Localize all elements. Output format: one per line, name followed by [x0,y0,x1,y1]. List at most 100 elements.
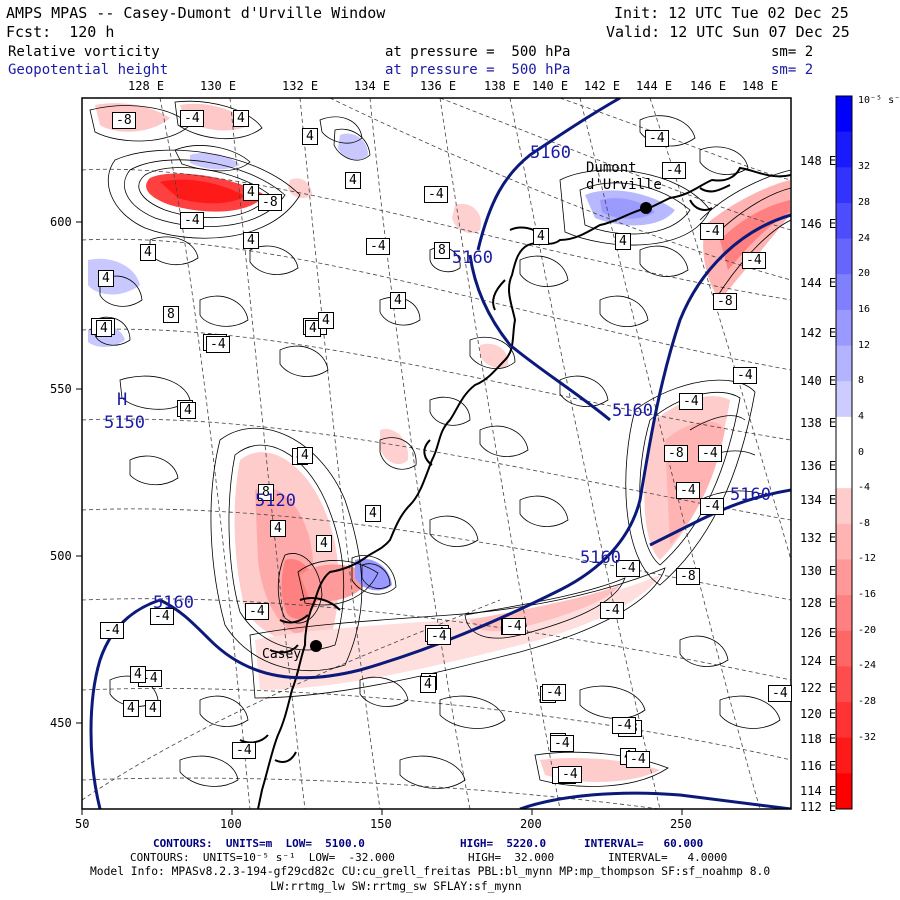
colorbar-label: 28 [858,196,871,208]
height-contours [89,98,791,809]
footer-height-contours: CONTOURS: UNITS=m LOW= 5100.0 [153,837,365,850]
vorticity-label: -4 [558,766,582,783]
field2-level: at pressure = 500 hPa [385,62,571,78]
colorbar-label: -24 [858,660,877,672]
colorbar-swatch [836,488,852,525]
height-contour-5220-south [519,791,791,809]
vorticity-label: 4 [345,172,361,189]
top-lon-label: 142 E [584,79,621,93]
colorbar-label: 20 [858,268,871,280]
right-lon-label: 116 E [800,759,837,773]
x-tick-label: 250 [670,817,692,831]
top-lon-label: 140 E [532,79,569,93]
vorticity-label: -4 [768,685,792,702]
right-lon-label: 138 E [800,416,837,430]
vorticity-label: -4 [366,238,390,255]
x-tick-label: 100 [220,817,242,831]
height-contour-label: 5160 [730,485,771,505]
colorbar-swatch [836,381,852,418]
x-tick-label: 150 [370,817,392,831]
height-contour-label: 5160 [153,593,194,613]
vorticity-label: -8 [258,194,282,211]
height-contour-label: 5160 [530,143,571,163]
graticule [82,98,791,809]
colorbar-swatch [836,737,852,774]
vorticity-label: -4 [206,336,230,353]
top-lon-label: 128 E [128,79,165,93]
vorticity-label: 4 [270,520,286,537]
x-axis-ticks [81,809,683,815]
colorbar-label: -12 [858,553,877,565]
colorbar-swatch [836,773,852,810]
colorbar-swatch [836,345,852,382]
top-lon-label: 146 E [690,79,727,93]
field1-name: Relative vorticity [8,44,160,60]
vorticity-label: -4 [700,498,724,515]
station-marker-dumont-durville [640,202,652,214]
vorticity-label: 8 [163,306,179,323]
colorbar-label: 24 [858,232,871,244]
height-contour-5160-center [468,254,611,422]
map-plot-area [82,98,791,809]
field2-smoothing: sm= 2 [771,62,814,78]
footer-height-high: HIGH= 5220.0 [460,837,547,850]
station-label-dumont-durville: Dumont d'Urville [586,160,662,193]
colorbar-unit: 10⁻⁵ s⁻¹ [858,95,900,106]
vorticity-label: -4 [662,162,686,179]
vorticity-label: -8 [676,568,700,585]
colorbar-label: 8 [858,375,865,387]
top-lon-label: 148 E [742,79,779,93]
vorticity-label: 4 [318,312,334,329]
vorticity-label: 4 [316,535,332,552]
right-lon-label: 126 E [800,626,837,640]
vorticity-label: -8 [664,445,688,462]
colorbar-frame [835,95,853,810]
right-lon-label: 136 E [800,459,837,473]
colorbar-swatch [836,559,852,596]
right-lon-label: 118 E [800,732,837,746]
top-lon-label: 130 E [200,79,237,93]
vorticity-label: 4 [140,244,156,261]
top-lon-label: 144 E [636,79,673,93]
footer-vorticity-high: HIGH= 32.000 [468,851,555,864]
vorticity-label: -4 [550,735,574,752]
colorbar-label: -8 [858,517,871,529]
top-lon-label: 132 E [282,79,319,93]
vorticity-label: 4 [420,676,436,693]
footer-radiation-info: LW:rrtmg_lw SW:rrtmg_sw SFLAY:sf_mynn [270,880,522,893]
vorticity-label: 4 [243,232,259,249]
right-lon-label: 148 E [800,154,837,168]
vorticity-label: -4 [600,602,624,619]
right-lon-label: 134 E [800,493,837,507]
plot-title: AMPS MPAS -- Casey-Dumont d'Urville Wind… [6,4,386,22]
vorticity-label: -4 [502,618,526,635]
vorticity-label: -4 [733,367,757,384]
footer-model-info: Model Info: MPASv8.2.3-194-gf29cd82c CU:… [90,865,771,878]
vorticity-label: -8 [713,293,737,310]
colorbar-swatch [836,452,852,489]
y-tick-label: 450 [50,716,72,730]
vorticity-label: -4 [616,560,640,577]
y-tick-label: 500 [50,549,72,563]
vorticity-label: -4 [180,110,204,127]
right-lon-label: 132 E [800,531,837,545]
footer-vorticity-contours: CONTOURS: UNITS=10⁻⁵ s⁻¹ LOW= -32.000 [130,851,395,864]
footer-height-interval: INTERVAL= 60.000 [584,837,704,850]
vorticity-label: 4 [96,320,112,337]
valid-time: Valid: 12 UTC Sun 07 Dec 25 [606,23,850,41]
colorbar-label: 32 [858,161,871,173]
field1-level: at pressure = 500 hPa [385,44,571,60]
right-lon-label: 124 E [800,654,837,668]
vorticity-label: 4 [130,666,146,683]
vorticity-label: 4 [233,110,249,127]
footer-vorticity-interval: INTERVAL= 4.0000 [608,851,728,864]
colorbar-label: -32 [858,731,877,743]
colorbar [835,95,853,810]
height-contour-label: 5150 [104,413,145,433]
colorbar-label: 4 [858,410,865,422]
y-tick-label: 600 [50,215,72,229]
top-lon-label: 134 E [354,79,391,93]
init-time: Init: 12 UTC Tue 02 Dec 25 [614,4,849,22]
colorbar-swatch [836,630,852,667]
